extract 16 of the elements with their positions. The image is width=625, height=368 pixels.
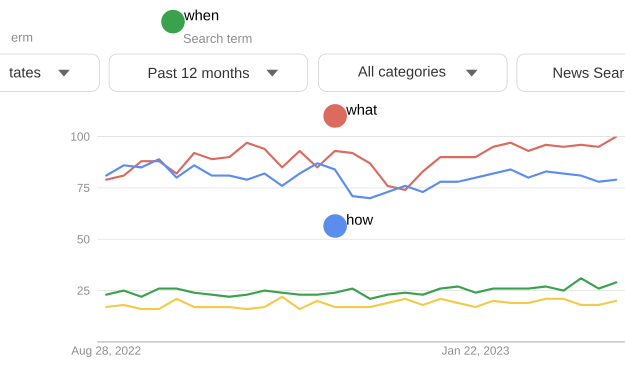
x-tick-label: Jan 22, 2023 bbox=[442, 346, 509, 356]
x-tick-label: Aug 28, 2022 bbox=[71, 346, 141, 357]
text: erm bbox=[12, 34, 32, 42]
text: News Sear bbox=[554, 67, 624, 78]
text: Search term bbox=[184, 33, 252, 43]
text: All categories bbox=[358, 66, 446, 80]
legend-label: how bbox=[347, 214, 374, 225]
legend-label: when bbox=[184, 9, 218, 20]
y-tick-label: 25 bbox=[77, 286, 90, 295]
legend-label: what bbox=[346, 104, 378, 115]
text: Past 12 months bbox=[148, 67, 250, 78]
line-series bbox=[105, 158, 618, 200]
y-tick-label: 100 bbox=[71, 132, 90, 140]
text: tates bbox=[9, 68, 40, 78]
y-tick-label: 50 bbox=[77, 234, 90, 244]
y-tick-label: 75 bbox=[78, 184, 90, 192]
